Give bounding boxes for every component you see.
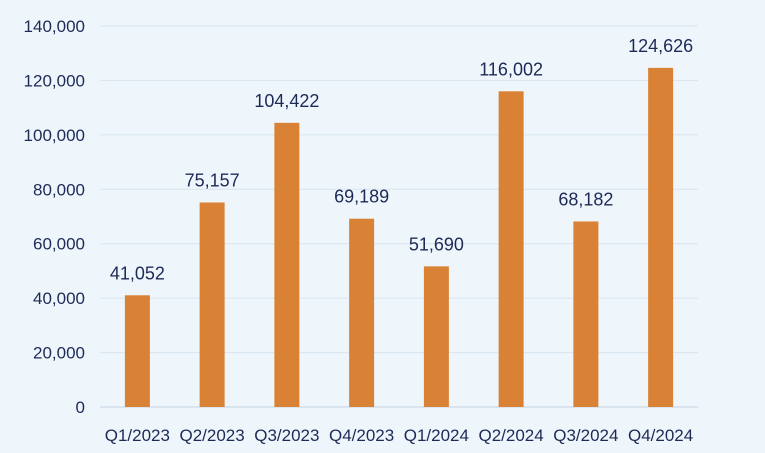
bar [573, 221, 599, 407]
y-tick-label: 100,000 [24, 126, 85, 145]
bar [423, 266, 449, 407]
y-tick-label: 60,000 [33, 235, 85, 254]
y-axis-ticks: 0 20,000 40,000 60,000 80,000 100,000 120,000 1… [24, 17, 85, 417]
x-category-label: Q4/2024 [628, 426, 693, 445]
x-category-label: Q3/2023 [254, 426, 319, 445]
bar [648, 67, 674, 408]
x-category-label: Q2/2023 [180, 426, 245, 445]
bar [124, 295, 150, 407]
x-category-label: Q4/2023 [329, 426, 394, 445]
bar [349, 218, 375, 407]
y-tick-label: 140,000 [24, 17, 85, 36]
data-label: 69,189 [334, 187, 389, 207]
y-tick-label: 40,000 [33, 289, 85, 308]
y-tick-label: 0 [76, 398, 85, 417]
data-label: 104,422 [254, 91, 319, 111]
x-category-label: Q1/2023 [105, 426, 170, 445]
bar [199, 202, 225, 407]
bar [498, 91, 524, 408]
bar [274, 122, 300, 407]
data-label: 41,052 [110, 263, 165, 283]
data-labels: 41,052 75,157 104,422 69,189 51,690 116,002 68… [110, 36, 693, 283]
data-label: 75,157 [185, 170, 240, 190]
y-tick-label: 80,000 [33, 180, 85, 199]
x-category-label: Q3/2024 [553, 426, 618, 445]
gridlines [100, 25, 698, 408]
data-label: 68,182 [558, 189, 613, 209]
y-tick-label: 120,000 [24, 71, 85, 90]
data-label: 51,690 [409, 234, 464, 254]
data-label: 124,626 [628, 36, 693, 56]
x-category-label: Q1/2024 [404, 426, 469, 445]
x-axis-categories: Q1/2023 Q2/2023 Q3/2023 Q4/2023 Q1/2024 Q2/20… [105, 426, 693, 445]
x-category-label: Q2/2024 [479, 426, 544, 445]
data-label: 116,002 [479, 59, 543, 79]
y-tick-label: 20,000 [33, 344, 85, 363]
bars [124, 67, 674, 408]
